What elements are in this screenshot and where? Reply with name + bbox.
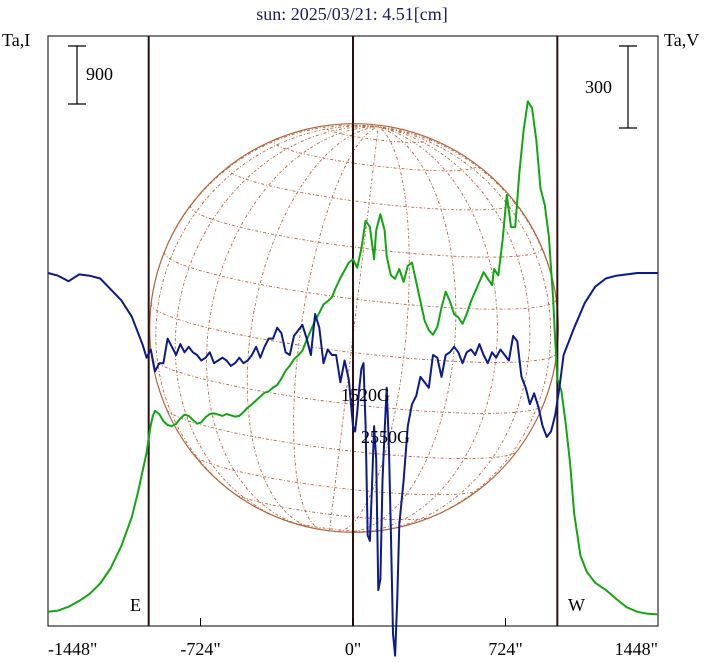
- x-tick-label: 0": [345, 639, 361, 659]
- latitude-line: [190, 204, 543, 258]
- x-tick-label: 1448": [615, 639, 658, 659]
- x-tick-label: -724": [180, 639, 220, 659]
- west-limb-label: W: [568, 595, 585, 615]
- longitude-line: [337, 126, 410, 533]
- longitude-line: [329, 126, 379, 531]
- longitude-line: [293, 126, 379, 531]
- data-curves: [47, 100, 659, 657]
- longitude-line: [246, 126, 379, 529]
- longitude-line: [174, 125, 379, 521]
- latitude-line: [234, 493, 431, 521]
- longitude-line: [378, 126, 552, 522]
- polarization-curve: [47, 272, 658, 657]
- right-axis-label: Ta,V: [664, 30, 699, 50]
- annotation-1520g: 1520G: [341, 385, 390, 405]
- right-scale-bar: 300: [585, 45, 637, 129]
- x-axis-ticks: -1448" -724" 0" 724" 1448": [47, 618, 659, 659]
- chart-title: sun: 2025/03/21: 4.51[cm]: [256, 4, 448, 24]
- longitude-line: [359, 126, 498, 533]
- left-scale-bar-label: 900: [86, 64, 113, 84]
- x-tick-label: -1448": [48, 639, 97, 659]
- x-tick-label: 724": [488, 639, 522, 659]
- latitude-line: [324, 124, 431, 143]
- left-scale-bar: 900: [68, 45, 113, 105]
- longitude-line: [345, 126, 457, 533]
- longitude-line: [375, 126, 531, 532]
- solar-disk-grid: [149, 123, 559, 533]
- longitude-line: [206, 126, 379, 526]
- latitude-line: [194, 455, 479, 496]
- latitude-line: [150, 303, 558, 363]
- longitude-line: [378, 126, 559, 353]
- limb-lines: [147, 36, 559, 626]
- annotation-2550g: 2550G: [361, 427, 410, 447]
- east-limb-label: E: [130, 595, 141, 615]
- longitude-line: [150, 124, 379, 304]
- right-scale-bar-label: 300: [585, 77, 612, 97]
- longitude-line: [155, 125, 379, 500]
- intensity-curve: [47, 100, 659, 616]
- latitude-line: [163, 252, 557, 310]
- left-axis-label: Ta,I: [2, 30, 30, 50]
